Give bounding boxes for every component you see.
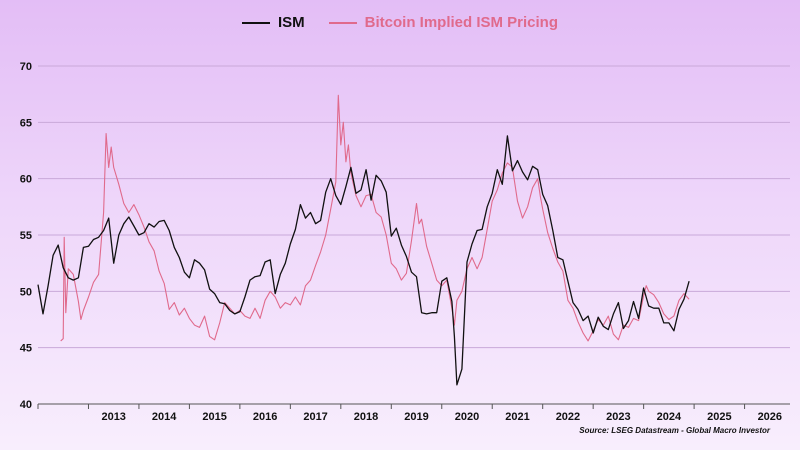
y-tick-label: 60 <box>20 174 32 186</box>
x-tick-label: 2025 <box>707 411 731 423</box>
legend-label-btc: Bitcoin Implied ISM Pricing <box>364 14 559 31</box>
series-lines <box>37 94 690 386</box>
x-tick-label: 2018 <box>354 411 378 423</box>
y-tick-label: 55 <box>20 230 32 242</box>
y-tick-label: 65 <box>20 117 32 129</box>
x-tick-label: 2014 <box>152 411 177 423</box>
x-tick-label: 2016 <box>253 411 277 423</box>
x-tick-label: 2021 <box>505 411 529 423</box>
chart-legend: ISM Bitcoin Implied ISM Pricing <box>0 14 800 31</box>
legend-item-btc: Bitcoin Implied ISM Pricing <box>328 14 559 31</box>
x-tick-label: 2013 <box>101 411 125 423</box>
series-line-btc <box>60 94 690 342</box>
y-tick-label: 50 <box>20 286 32 298</box>
y-tick-label: 40 <box>20 399 32 411</box>
grid-lines <box>38 65 790 405</box>
series-line-ism <box>37 135 690 386</box>
x-tick-label: 2017 <box>303 411 327 423</box>
x-tick-label: 2015 <box>202 411 226 423</box>
legend-swatch-ism <box>241 21 270 24</box>
x-axis: 2013 2014 2015 2016 2017 2018 2019 2020 2021 2022… <box>37 403 790 423</box>
x-tick-label: 2019 <box>404 411 428 423</box>
legend-swatch-btc <box>328 21 357 24</box>
x-tick-label: 2022 <box>556 411 580 423</box>
x-tick-label: 2024 <box>657 411 682 423</box>
legend-item-ism: ISM <box>241 14 305 31</box>
x-tick-label: 2026 <box>758 411 782 423</box>
x-tick-label: 2023 <box>606 411 630 423</box>
source-note: Source: LSEG Datastream - Global Macro I… <box>579 426 770 435</box>
y-tick-label: 70 <box>20 61 32 73</box>
x-tick-label: 2020 <box>455 411 479 423</box>
y-axis: 40 45 50 55 60 65 70 <box>20 61 32 411</box>
y-tick-label: 45 <box>20 343 32 355</box>
legend-label-ism: ISM <box>277 14 305 31</box>
